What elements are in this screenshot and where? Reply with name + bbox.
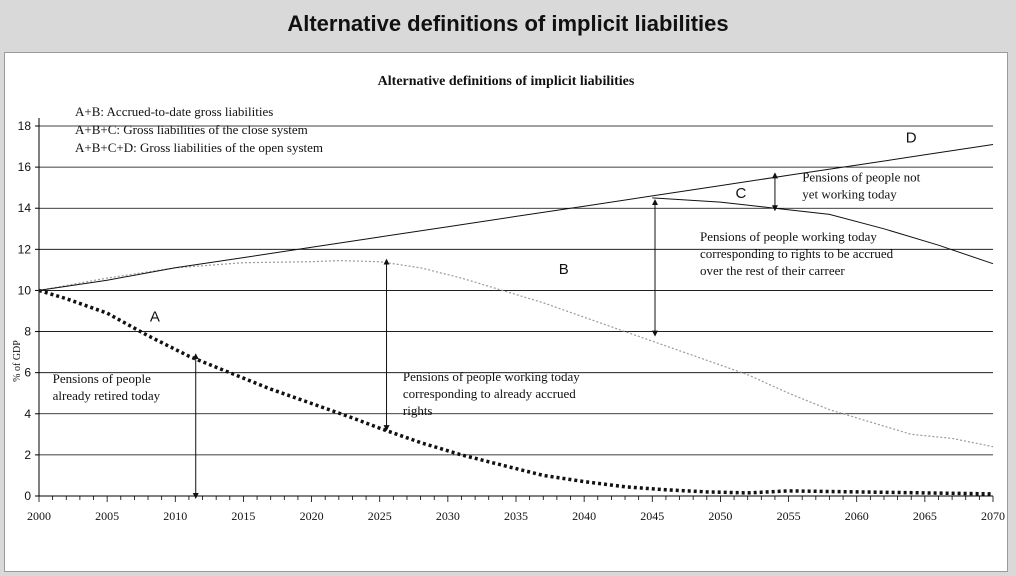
region-label-c: C xyxy=(735,185,746,202)
annotation-text: yet working today xyxy=(802,187,897,202)
y-tick-label: 0 xyxy=(24,489,31,503)
chart-title: Alternative definitions of implicit liab… xyxy=(378,74,635,89)
series-line-1 xyxy=(38,288,994,496)
x-tick-label: 2060 xyxy=(845,509,869,523)
x-tick-label: 2020 xyxy=(300,509,324,523)
series-line-2 xyxy=(38,259,994,448)
x-tick-label: 2050 xyxy=(708,509,732,523)
annotation-text: Pensions of people working today xyxy=(700,229,877,244)
x-tick-label: 2005 xyxy=(95,509,119,523)
x-tick-label: 2015 xyxy=(231,509,255,523)
x-tick-label: 2025 xyxy=(368,509,392,523)
y-tick-label: 16 xyxy=(18,160,32,174)
x-tick-label: 2030 xyxy=(436,509,460,523)
y-tick-label: 18 xyxy=(18,119,32,133)
y-tick-label: 2 xyxy=(24,448,31,462)
annotation-text: over the rest of their carreer xyxy=(700,263,845,278)
x-tick-label: 2065 xyxy=(913,509,937,523)
annotation-text: already retired today xyxy=(53,388,161,403)
y-tick-label: 10 xyxy=(18,283,32,297)
x-tick-label: 2055 xyxy=(777,509,801,523)
y-tick-label: 14 xyxy=(18,201,32,215)
x-tick-label: 2000 xyxy=(27,509,51,523)
x-tick-label: 2010 xyxy=(163,509,187,523)
y-tick-label: 8 xyxy=(24,325,31,339)
series-line-4 xyxy=(38,144,994,291)
annotation-text: corresponding to rights to be accrued xyxy=(700,246,894,261)
x-tick-label: 2035 xyxy=(504,509,528,523)
region-label-a: A xyxy=(150,308,160,325)
legend-entry: A+B+C: Gross liabilities of the close sy… xyxy=(75,122,308,137)
series-line-3 xyxy=(652,197,994,265)
x-tick-label: 2040 xyxy=(572,509,596,523)
y-tick-label: 12 xyxy=(18,242,32,256)
legend-entry: A+B+C+D: Gross liabilities of the open s… xyxy=(75,140,323,155)
annotation-text: corresponding to already accrued xyxy=(403,386,576,401)
region-label-d: D xyxy=(906,129,917,146)
region-label-b: B xyxy=(559,261,569,278)
implicit-liabilities-chart: Alternative definitions of implicit liab… xyxy=(12,74,1005,523)
annotation-text: Pensions of people working today xyxy=(403,369,580,384)
y-tick-label: 4 xyxy=(24,407,31,421)
annotation-text: Pensions of people not xyxy=(802,170,920,185)
page-title: Alternative definitions of implicit liab… xyxy=(287,11,729,36)
annotation-text: rights xyxy=(403,403,433,418)
x-tick-label: 2070 xyxy=(981,509,1005,523)
y-tick-label: 6 xyxy=(24,366,31,380)
legend-entry: A+B: Accrued-to-date gross liabilities xyxy=(75,104,273,119)
x-tick-label: 2045 xyxy=(640,509,664,523)
annotation-text: Pensions of people xyxy=(53,371,151,386)
y-axis-label: % of GDP xyxy=(12,340,23,382)
chart-panel: Alternative definitions of implicit liab… xyxy=(4,52,1008,572)
